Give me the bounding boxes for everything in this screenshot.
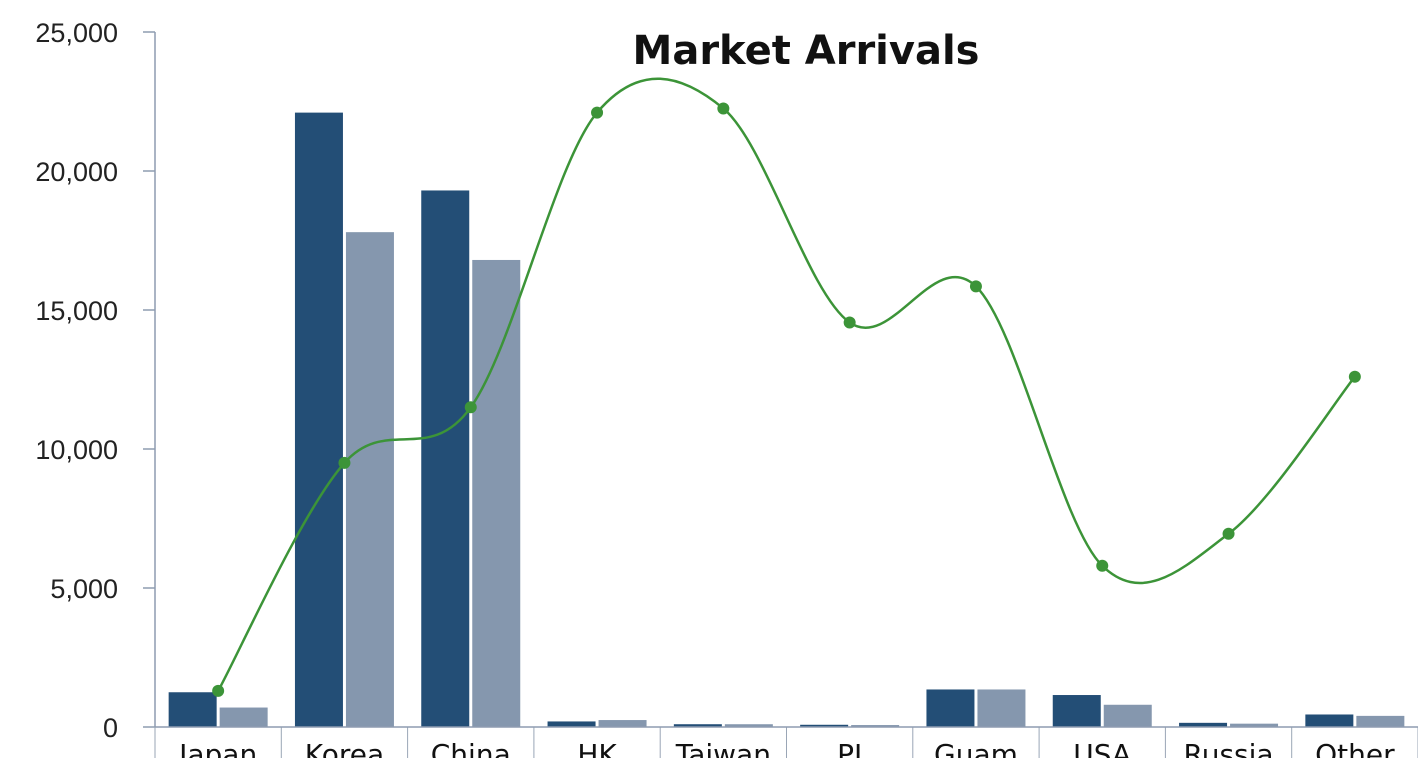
chart-title: Market Arrivals [633,28,980,74]
y-tick-label: 5,000 [50,574,118,604]
category-label: Russia [1184,738,1274,758]
category-label: Korea [305,738,384,758]
bar [1230,723,1279,727]
bar [168,692,217,727]
y-axis-ticks: 0 5,000 10,000 15,000 20,000 25,000 [35,18,155,743]
bar [977,689,1026,727]
y-tick-label: 0 [103,713,118,743]
bar [1356,715,1405,727]
category-label: Other [1315,738,1395,758]
bar [472,259,521,727]
bar [1179,722,1228,727]
y-tick-label: 10,000 [35,435,118,465]
y-tick-label: 15,000 [35,296,118,326]
line-point [1222,527,1235,540]
bar [724,724,773,727]
line-point [1348,370,1361,383]
bar [1305,714,1354,727]
y-tick-label: 20,000 [35,157,118,187]
bar [219,707,268,727]
line-point [717,102,730,115]
x-axis-categories: Japan Korea China HK Taiwan PI Guam USA Russia Ot… [154,727,1418,758]
line-point [843,316,856,329]
line-point [464,401,477,414]
bar [345,232,394,727]
category-label: Japan [177,738,257,758]
bar [421,190,470,727]
category-label: Taiwan [675,738,771,758]
line-point [1096,559,1109,572]
bars [168,112,1405,728]
category-label: HK [577,738,617,758]
bar [1103,704,1152,727]
category-label: China [431,738,511,758]
line-point [969,280,982,293]
bar [294,112,343,728]
y-tick-label: 25,000 [35,18,118,48]
bar [547,721,596,727]
bar [926,689,975,727]
bar [851,725,900,727]
category-label: Guam [934,738,1018,758]
bar [800,724,849,727]
bar [598,720,647,727]
line-point [591,106,604,119]
line-point [212,684,225,697]
category-label: USA [1073,738,1131,758]
line-series [212,77,1361,697]
category-label: PI [837,738,862,758]
line-point [338,456,351,469]
bar [673,724,722,727]
bar [1052,695,1101,727]
line-series-path [217,77,1356,692]
